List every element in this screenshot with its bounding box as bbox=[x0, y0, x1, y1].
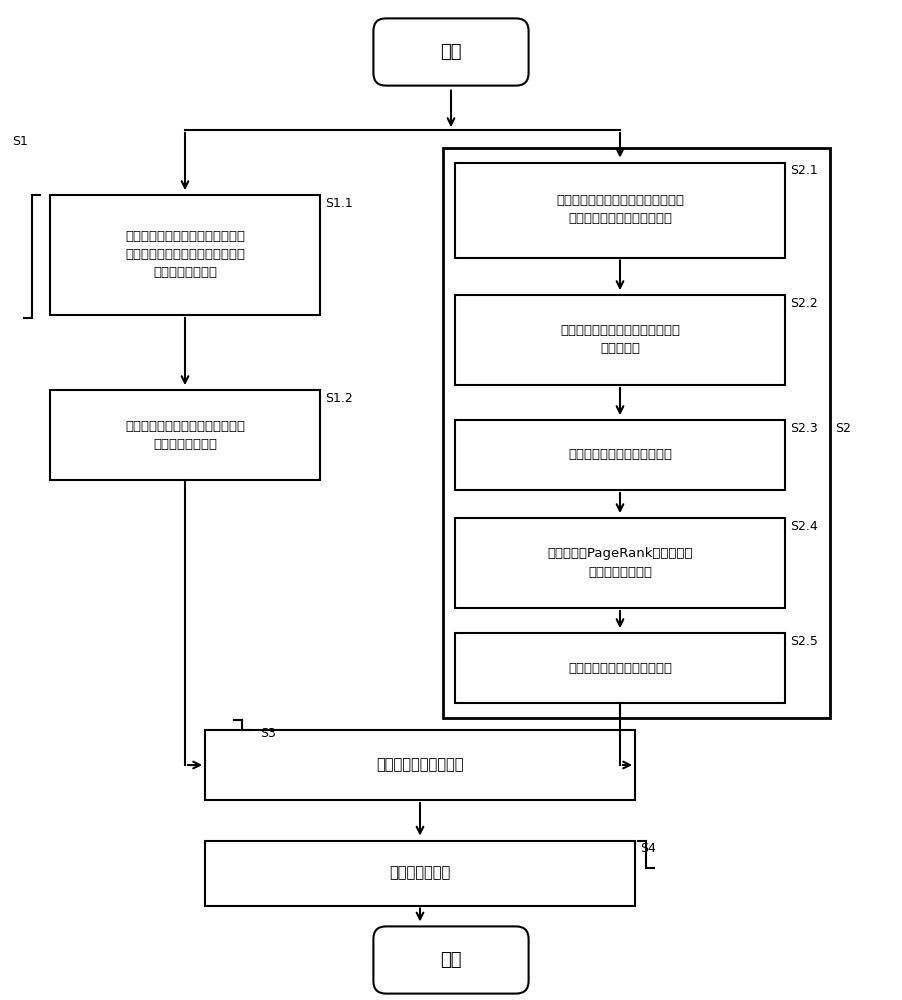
Text: 结束: 结束 bbox=[440, 951, 462, 969]
Text: S2.2: S2.2 bbox=[790, 297, 818, 310]
Text: S2: S2 bbox=[835, 422, 851, 435]
Text: S1.1: S1.1 bbox=[325, 197, 353, 210]
Bar bbox=[455, 518, 785, 608]
Text: 商家信誉值更新: 商家信誉值更新 bbox=[390, 865, 451, 880]
Bar bbox=[205, 730, 635, 800]
Bar bbox=[455, 295, 785, 385]
Text: 计算商家的整体信誉值: 计算商家的整体信誉值 bbox=[376, 758, 464, 772]
Text: 根据提取的三个因子计算消费者对
商家的本地信任值: 根据提取的三个因子计算消费者对 商家的本地信任值 bbox=[125, 420, 245, 450]
Text: 计算消费者信任网络图中节点间的
直接信任值: 计算消费者信任网络图中节点间的 直接信任值 bbox=[560, 324, 680, 356]
Text: 利用改进的PageRank算法计算消
费者的全局可信度: 利用改进的PageRank算法计算消 费者的全局可信度 bbox=[548, 548, 693, 578]
Bar bbox=[443, 147, 830, 718]
Bar bbox=[455, 633, 785, 703]
Text: 计算信任网络中边介数中心性: 计算信任网络中边介数中心性 bbox=[568, 448, 672, 462]
Text: S1: S1 bbox=[12, 135, 28, 148]
Text: S1.2: S1.2 bbox=[325, 392, 353, 405]
Bar bbox=[455, 162, 785, 257]
Text: S2.4: S2.4 bbox=[790, 520, 818, 533]
Text: S3: S3 bbox=[260, 727, 276, 740]
Text: 根据消费者行为信息构建电商平台中
所有消费者组成的信任网络图: 根据消费者行为信息构建电商平台中 所有消费者组成的信任网络图 bbox=[556, 194, 684, 226]
Bar bbox=[50, 390, 320, 480]
Text: S2.5: S2.5 bbox=[790, 635, 818, 648]
Text: 周期性从交易历史记录中提取交易
价格、评价满意度以及交易侧重权
值向量等三个因子: 周期性从交易历史记录中提取交易 价格、评价满意度以及交易侧重权 值向量等三个因子 bbox=[125, 231, 245, 279]
Bar bbox=[455, 420, 785, 490]
Text: S4: S4 bbox=[640, 842, 656, 856]
Bar bbox=[50, 195, 320, 315]
Text: 开始: 开始 bbox=[440, 43, 462, 61]
Text: S2.1: S2.1 bbox=[790, 164, 818, 178]
FancyBboxPatch shape bbox=[373, 18, 529, 86]
Text: 对全局可信度进行归一化处理: 对全局可信度进行归一化处理 bbox=[568, 662, 672, 674]
Bar bbox=[205, 840, 635, 906]
FancyBboxPatch shape bbox=[373, 926, 529, 994]
Text: S2.3: S2.3 bbox=[790, 422, 818, 435]
